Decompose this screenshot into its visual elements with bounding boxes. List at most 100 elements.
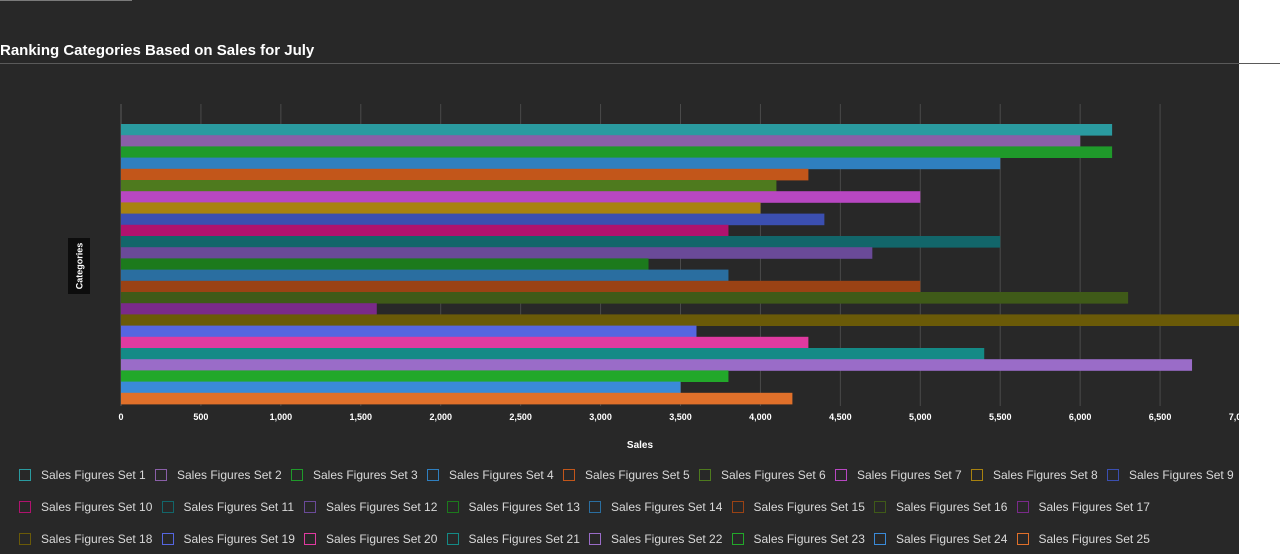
legend-swatch: [731, 533, 744, 545]
legend-item[interactable]: Sales Figures Set 3: [291, 466, 418, 484]
legend-label: Sales Figures Set 24: [896, 532, 1008, 546]
x-tick-label: 3,000: [589, 412, 612, 422]
legend-swatch: [874, 501, 886, 513]
legend-label: Sales Figures Set 2: [177, 468, 282, 482]
x-tick-label: 2,000: [429, 412, 452, 422]
legend-item[interactable]: Sales Figures Set 16: [874, 498, 1007, 516]
legend-item[interactable]: Sales Figures Set 2: [155, 466, 282, 484]
bar-1: [121, 124, 1113, 136]
bar-3: [121, 146, 1113, 158]
bar-6: [121, 180, 777, 192]
y-axis-label: Categories: [68, 238, 90, 294]
legend-swatch: [155, 469, 167, 481]
legend-label: Sales Figures Set 10: [41, 500, 153, 514]
legend-item[interactable]: Sales Figures Set 7: [835, 466, 962, 484]
legend-swatch: [971, 469, 983, 481]
legend-swatch: [427, 469, 439, 481]
x-tick-label: 0: [118, 412, 123, 422]
bar-15: [121, 280, 921, 293]
legend-item[interactable]: Sales Figures Set 9: [1107, 466, 1234, 484]
title-divider: [0, 63, 1239, 64]
bar-8: [121, 202, 761, 214]
legend-item[interactable]: Sales Figures Set 10: [19, 498, 152, 516]
legend-label: Sales Figures Set 3: [313, 468, 418, 482]
x-axis-label: Sales: [626, 440, 654, 451]
bar-16: [121, 292, 1129, 304]
chart-legend: Sales Figures Set 1 Sales Figures Set 2 Sa…: [0, 460, 1239, 554]
x-tick-label: 6,000: [1069, 412, 1092, 422]
legend-label: Sales Figures Set 13: [468, 500, 580, 514]
legend-item[interactable]: Sales Figures Set 1: [19, 466, 146, 484]
legend-swatch: [589, 533, 601, 545]
legend-item[interactable]: Sales Figures Set 6: [699, 466, 826, 484]
x-tick-label: 2,500: [509, 412, 532, 422]
legend-label: Sales Figures Set 12: [326, 500, 438, 514]
legend-swatch: [1016, 501, 1029, 513]
bar-25: [121, 392, 793, 405]
legend-item[interactable]: Sales Figures Set 12: [304, 498, 437, 516]
legend-label: Sales Figures Set 25: [1038, 532, 1150, 546]
bar-5: [121, 168, 809, 181]
legend-item[interactable]: Sales Figures Set 25: [1016, 530, 1150, 548]
legend-label: Sales Figures Set 15: [753, 500, 865, 514]
legend-label: Sales Figures Set 16: [896, 500, 1008, 514]
bar-10: [121, 224, 729, 237]
legend-swatch: [19, 501, 31, 513]
legend-item[interactable]: Sales Figures Set 22: [589, 530, 722, 548]
legend-swatch: [446, 501, 459, 513]
legend-label: Sales Figures Set 21: [468, 532, 580, 546]
legend-label: Sales Figures Set 11: [183, 500, 295, 514]
legend-item[interactable]: Sales Figures Set 19: [161, 530, 295, 548]
legend-label: Sales Figures Set 6: [721, 468, 826, 482]
x-tick-label: 7,000: [1229, 412, 1239, 422]
legend-item[interactable]: Sales Figures Set 20: [304, 530, 437, 548]
legend-item[interactable]: Sales Figures Set 4: [427, 466, 554, 484]
legend-label: Sales Figures Set 17: [1038, 500, 1150, 514]
legend-label: Sales Figures Set 19: [183, 532, 295, 546]
legend-item[interactable]: Sales Figures Set 18: [19, 530, 152, 548]
bar-11: [121, 236, 1001, 248]
legend-item[interactable]: Sales Figures Set 21: [446, 530, 580, 548]
legend-item[interactable]: Sales Figures Set 23: [731, 530, 865, 548]
legend-swatch: [1107, 469, 1119, 481]
x-tick-label: 1,000: [270, 412, 293, 422]
legend-swatch: [835, 469, 847, 481]
bar-20: [121, 336, 809, 349]
legend-item[interactable]: Sales Figures Set 17: [1016, 498, 1150, 516]
legend-swatch: [161, 501, 174, 513]
bar-23: [121, 370, 729, 382]
y-axis-label-text: Categories: [74, 242, 84, 290]
legend-item[interactable]: Sales Figures Set 13: [446, 498, 580, 516]
x-tick-label: 1,500: [350, 412, 373, 422]
legend-item[interactable]: Sales Figures Set 8: [971, 466, 1098, 484]
legend-item[interactable]: Sales Figures Set 11: [161, 498, 295, 516]
legend-swatch: [291, 469, 303, 481]
legend-label: Sales Figures Set 1: [41, 468, 146, 482]
legend-item[interactable]: Sales Figures Set 24: [874, 530, 1007, 548]
legend-item[interactable]: Sales Figures Set 15: [731, 498, 865, 516]
legend-swatch: [589, 501, 601, 513]
x-tick-label: 4,500: [829, 412, 852, 422]
bar-14: [121, 269, 729, 282]
bar-12: [121, 247, 873, 259]
legend-label: Sales Figures Set 5: [585, 468, 690, 482]
legend-swatch: [304, 533, 316, 545]
legend-swatch: [1016, 533, 1029, 545]
legend-swatch: [563, 469, 575, 481]
legend-label: Sales Figures Set 7: [857, 468, 962, 482]
x-tick-label: 6,500: [1149, 412, 1172, 422]
legend-item[interactable]: Sales Figures Set 5: [563, 466, 690, 484]
x-tick-label: 5,000: [909, 412, 932, 422]
legend-item[interactable]: Sales Figures Set 14: [589, 498, 722, 516]
bar-2: [121, 135, 1081, 147]
title-divider-extension: [1239, 63, 1280, 64]
legend-label: Sales Figures Set 18: [41, 532, 153, 546]
legend-swatch: [19, 533, 31, 545]
bar-17: [121, 303, 377, 315]
bar-24: [121, 381, 681, 394]
bar-13: [121, 258, 649, 270]
legend-swatch: [446, 533, 459, 545]
legend-label: Sales Figures Set 4: [449, 468, 554, 482]
legend-label: Sales Figures Set 22: [611, 532, 723, 546]
bar-9: [121, 213, 825, 226]
